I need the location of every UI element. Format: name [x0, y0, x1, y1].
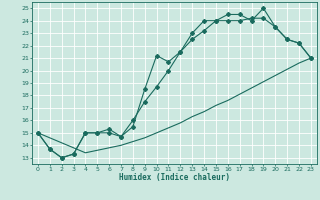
- X-axis label: Humidex (Indice chaleur): Humidex (Indice chaleur): [119, 173, 230, 182]
